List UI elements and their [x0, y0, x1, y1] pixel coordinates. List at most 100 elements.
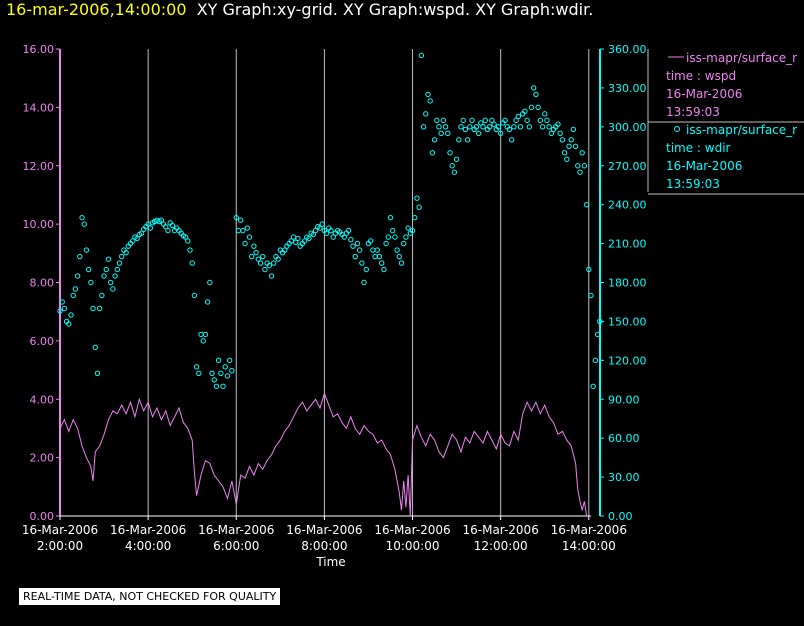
wdir-point: [266, 262, 273, 269]
x-axis-label: Time: [315, 555, 345, 569]
wdir-point: [396, 253, 403, 260]
x-axis-tick-time: 12:00:00: [474, 539, 528, 553]
wdir-point: [378, 260, 385, 266]
wdir-point: [414, 195, 420, 201]
wdir-point: [370, 247, 376, 253]
wdir-point: [506, 126, 513, 133]
x-axis-tick-date: 16-Mar-2006: [198, 523, 274, 537]
wdir-point: [566, 143, 572, 149]
left-axis-tick-label: 8.00: [30, 277, 55, 290]
wdir-point: [92, 344, 98, 351]
wdir-point: [74, 273, 81, 279]
wdir-point: [590, 383, 596, 389]
wdir-point: [597, 318, 603, 325]
wdir-point: [61, 305, 68, 312]
wdir-point: [295, 235, 301, 242]
x-axis-tick-date: 16-Mar-2006: [462, 523, 538, 537]
wdir-point: [293, 239, 299, 245]
x-axis-tick-time: 14:00:00: [562, 539, 616, 553]
wdir-point: [204, 299, 211, 305]
wdir-point: [425, 91, 431, 98]
wdir-point: [99, 292, 105, 299]
wdir-point: [555, 121, 561, 127]
wdir-point: [275, 256, 281, 262]
wdir-point: [394, 247, 400, 253]
wdir-point: [257, 260, 264, 266]
wdir-point: [533, 91, 539, 98]
left-axis-tick-label: 10.00: [23, 218, 55, 231]
wdir-point: [464, 137, 471, 143]
wdir-point: [105, 256, 112, 262]
wdir-point: [515, 113, 521, 120]
wdir-point: [497, 130, 504, 137]
wdir-point: [594, 331, 601, 338]
wdir-point: [233, 214, 239, 221]
wdir-point: [572, 143, 579, 149]
x-axis-tick-date: 16-Mar-2006: [22, 523, 98, 537]
wdir-point: [103, 266, 109, 273]
wdir-point: [185, 238, 191, 244]
wdir-point: [68, 312, 74, 318]
wdir-point: [480, 124, 486, 130]
wdir-point: [193, 364, 200, 370]
wdir-point: [222, 364, 228, 370]
wdir-point: [246, 234, 253, 240]
wdir-point: [341, 234, 347, 240]
wdir-point: [59, 299, 65, 305]
title-graph-list: XY Graph:xy-grid. XY Graph:wspd. XY Grap…: [196, 0, 594, 19]
legend-date: 16-Mar-2006: [666, 159, 742, 173]
wdir-point: [383, 240, 389, 247]
wdir-point: [323, 230, 330, 236]
wdir-point: [392, 234, 398, 240]
wdir-point: [420, 124, 427, 130]
wdir-point: [253, 249, 259, 256]
wdir-point: [403, 234, 409, 240]
wdir-point: [579, 150, 585, 156]
wdir-point: [165, 227, 171, 234]
wdir-point: [187, 247, 193, 253]
wdir-point: [196, 370, 202, 377]
wdir-point: [458, 124, 464, 130]
wdir-point: [200, 338, 206, 344]
wdir-point: [586, 266, 592, 273]
wdir-point: [447, 150, 453, 156]
wdir-point: [317, 225, 323, 231]
wdir-point: [207, 279, 213, 286]
wdir-point: [401, 240, 407, 247]
right-axis-tick-label: 180.00: [608, 277, 647, 290]
x-axis-tick-time: 6:00:00: [213, 539, 259, 553]
wdir-point: [361, 279, 367, 286]
x-axis-tick-time: 10:00:00: [386, 539, 440, 553]
wdir-point: [72, 286, 79, 292]
wdir-point: [429, 150, 436, 156]
x-axis-tick-date: 16-Mar-2006: [551, 523, 627, 537]
wdir-point: [583, 201, 590, 208]
wdir-point: [209, 370, 215, 377]
wdir-point: [526, 124, 533, 130]
wdir-point: [134, 235, 140, 242]
wdir-point: [475, 130, 482, 137]
wdir-point: [218, 370, 224, 377]
wdir-point: [163, 224, 169, 230]
wdir-point: [262, 266, 268, 273]
wdir-point: [169, 222, 176, 229]
wdir-point: [445, 130, 451, 137]
wdir-point: [440, 117, 447, 124]
right-axis-tick-label: 120.00: [608, 354, 647, 367]
wdir-point: [561, 150, 568, 156]
left-axis-tick-label: 2.00: [30, 452, 55, 465]
wdir-point: [568, 137, 574, 143]
wdir-point: [495, 124, 502, 130]
wdir-point: [442, 124, 449, 130]
wdir-point: [564, 156, 570, 162]
wdir-point: [213, 383, 220, 389]
wdir-point: [531, 85, 537, 91]
wdir-point: [381, 266, 387, 273]
wdir-point: [220, 383, 226, 389]
wdir-point: [198, 331, 204, 338]
wdir-point: [359, 260, 365, 266]
wdir-point: [202, 331, 209, 338]
wdir-point: [112, 273, 118, 279]
wdir-point: [513, 117, 519, 124]
